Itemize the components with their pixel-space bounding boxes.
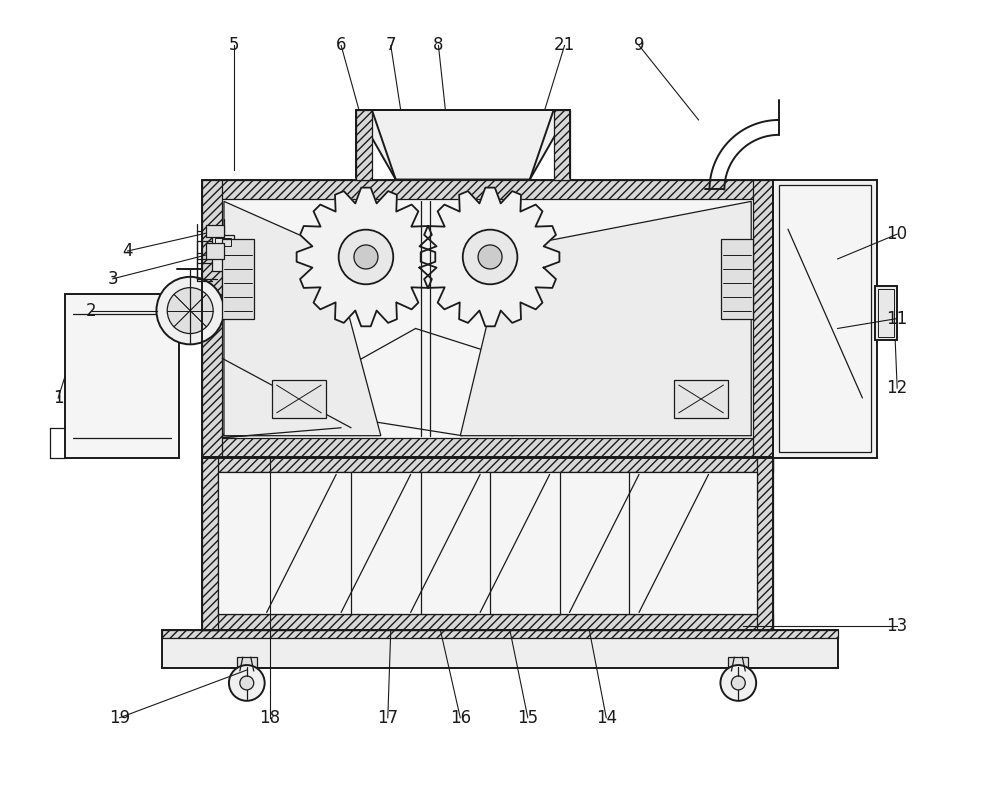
Text: 21: 21 bbox=[554, 36, 575, 54]
Text: 9: 9 bbox=[634, 36, 644, 54]
Bar bbox=[218, 473, 757, 615]
Text: 11: 11 bbox=[887, 310, 908, 328]
Polygon shape bbox=[222, 359, 341, 437]
Circle shape bbox=[720, 665, 756, 701]
Bar bbox=[237, 657, 257, 671]
Bar bbox=[222, 199, 753, 437]
Bar bbox=[202, 456, 773, 473]
Bar bbox=[753, 180, 773, 458]
Text: 15: 15 bbox=[517, 708, 538, 727]
Text: 13: 13 bbox=[887, 617, 908, 635]
Bar bbox=[773, 180, 877, 458]
Bar bbox=[202, 615, 773, 630]
Bar bbox=[202, 437, 773, 458]
Text: 7: 7 bbox=[386, 36, 396, 54]
Polygon shape bbox=[356, 110, 570, 180]
Bar bbox=[202, 456, 218, 630]
Text: 10: 10 bbox=[887, 225, 908, 243]
Circle shape bbox=[339, 229, 393, 284]
Text: 17: 17 bbox=[377, 708, 398, 727]
Bar bbox=[554, 110, 570, 180]
Text: 12: 12 bbox=[887, 379, 908, 397]
Circle shape bbox=[156, 277, 224, 344]
Polygon shape bbox=[297, 188, 435, 326]
Bar bbox=[162, 630, 838, 638]
Polygon shape bbox=[460, 202, 751, 436]
Circle shape bbox=[731, 676, 745, 690]
Bar bbox=[202, 456, 773, 630]
Bar bbox=[356, 110, 372, 180]
Text: 14: 14 bbox=[596, 708, 617, 727]
Text: 2: 2 bbox=[86, 302, 96, 320]
Text: 8: 8 bbox=[433, 36, 444, 54]
Bar bbox=[212, 235, 234, 249]
Bar bbox=[202, 180, 773, 199]
Bar bbox=[728, 657, 748, 671]
Circle shape bbox=[463, 229, 517, 284]
Text: 4: 4 bbox=[122, 242, 133, 260]
Bar bbox=[212, 255, 234, 271]
Bar bbox=[215, 238, 231, 246]
Text: 6: 6 bbox=[336, 36, 346, 54]
Bar bbox=[757, 456, 773, 630]
Polygon shape bbox=[421, 188, 559, 326]
Bar bbox=[721, 239, 753, 318]
Bar bbox=[875, 286, 897, 340]
Bar bbox=[206, 243, 224, 259]
Circle shape bbox=[354, 245, 378, 269]
Bar bbox=[206, 225, 224, 237]
Bar bbox=[779, 185, 871, 452]
Bar bbox=[272, 380, 326, 418]
Circle shape bbox=[240, 676, 254, 690]
Text: 16: 16 bbox=[450, 708, 471, 727]
Text: 18: 18 bbox=[259, 708, 280, 727]
Bar bbox=[65, 294, 179, 458]
Bar bbox=[674, 380, 728, 418]
Bar bbox=[162, 630, 838, 668]
Bar bbox=[878, 288, 894, 337]
Circle shape bbox=[478, 245, 502, 269]
Text: 19: 19 bbox=[109, 708, 130, 727]
Bar bbox=[202, 180, 773, 458]
Text: 1: 1 bbox=[53, 389, 63, 407]
Circle shape bbox=[229, 665, 265, 701]
Bar bbox=[202, 180, 222, 458]
Text: 5: 5 bbox=[229, 36, 239, 54]
Circle shape bbox=[167, 288, 213, 333]
Polygon shape bbox=[224, 202, 381, 436]
Text: 3: 3 bbox=[107, 269, 118, 288]
Bar bbox=[222, 239, 254, 318]
